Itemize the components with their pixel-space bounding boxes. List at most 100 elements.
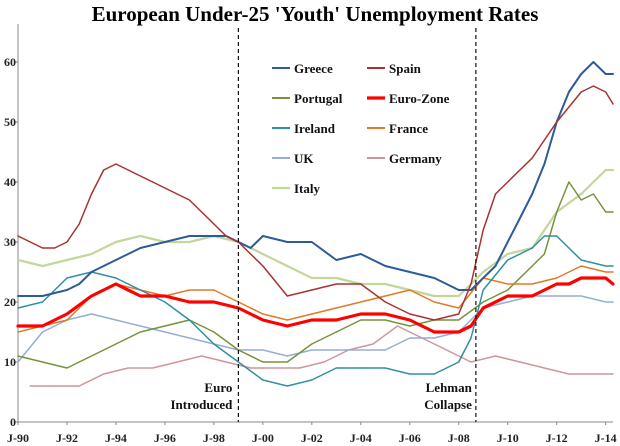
data-point (225, 235, 227, 237)
data-point (127, 367, 129, 369)
series-layer (16, 61, 615, 387)
annotation-layer: Euro Introduced Lehman Collapse (170, 28, 477, 422)
data-point (556, 121, 558, 123)
data-point (164, 295, 166, 297)
data-point (556, 277, 558, 279)
data-point (384, 265, 386, 267)
data-point (274, 367, 276, 369)
y-tick-label: 60 (4, 55, 16, 69)
data-point (612, 301, 614, 303)
data-point (115, 259, 117, 261)
data-point (188, 199, 190, 201)
data-point (139, 175, 141, 177)
data-point (360, 349, 362, 351)
data-point (409, 289, 411, 291)
data-point (188, 235, 190, 237)
data-point (507, 301, 509, 303)
data-point (90, 253, 93, 255)
data-point (41, 295, 44, 297)
series-line (16, 276, 615, 334)
data-point (568, 247, 570, 249)
series-line (29, 325, 614, 387)
data-point (507, 241, 509, 243)
legend-label: France (389, 121, 428, 136)
data-point (605, 73, 607, 75)
data-point (262, 265, 264, 267)
legend-label: Spain (389, 61, 422, 76)
data-point (17, 325, 19, 327)
data-point (188, 301, 190, 303)
data-point (262, 349, 264, 351)
data-point (66, 313, 68, 315)
data-point (115, 241, 117, 243)
data-point (458, 361, 460, 363)
data-point (494, 265, 497, 267)
data-point (384, 367, 386, 369)
data-point (152, 181, 154, 183)
data-point (90, 355, 93, 357)
data-point (543, 163, 546, 165)
data-point (311, 289, 313, 291)
data-point (335, 319, 337, 321)
data-point (139, 295, 141, 297)
data-point (17, 307, 19, 309)
data-point (311, 343, 313, 345)
data-point (605, 277, 607, 279)
data-point (580, 73, 582, 75)
data-point (41, 331, 44, 333)
data-point (458, 295, 460, 297)
data-point (409, 325, 411, 327)
data-point (66, 367, 68, 369)
data-point (605, 271, 607, 273)
data-point (507, 259, 509, 261)
data-point (494, 193, 497, 195)
data-point (41, 361, 44, 363)
data-point (433, 337, 435, 339)
data-point (360, 367, 362, 369)
data-point (470, 361, 472, 363)
data-point (580, 91, 582, 93)
data-point (580, 295, 582, 297)
data-point (458, 331, 460, 333)
data-point (188, 241, 190, 243)
data-point (115, 163, 117, 165)
data-point (531, 193, 533, 195)
data-point (115, 343, 117, 345)
data-point (311, 319, 313, 321)
data-point (17, 331, 19, 333)
data-point (250, 247, 252, 249)
data-point (605, 301, 607, 303)
data-point (66, 319, 68, 321)
data-point (580, 193, 582, 195)
data-point (556, 211, 558, 213)
data-point (66, 259, 68, 261)
data-point (605, 91, 607, 93)
data-point (90, 295, 93, 297)
y-tick-label: 10 (4, 355, 16, 369)
data-point (335, 367, 337, 369)
data-point (592, 85, 595, 87)
data-point (396, 325, 399, 327)
data-point (164, 301, 166, 303)
series-portugal (17, 181, 614, 369)
x-tick-label: J-00 (252, 431, 274, 445)
data-point (360, 283, 362, 285)
data-point (519, 217, 521, 219)
data-point (152, 367, 154, 369)
data-point (103, 289, 105, 291)
data-point (115, 319, 117, 321)
legend-item: France (367, 121, 428, 136)
x-tick-label: J-06 (399, 431, 421, 445)
data-point (286, 355, 288, 357)
data-point (115, 277, 117, 279)
data-point (286, 319, 288, 321)
data-point (531, 157, 533, 159)
series-euro-zone (16, 276, 615, 334)
data-point (568, 373, 570, 375)
data-point (507, 283, 509, 285)
data-point (78, 223, 80, 225)
data-point (507, 289, 509, 291)
x-tick-label: J-90 (7, 431, 29, 445)
data-point (188, 337, 190, 339)
